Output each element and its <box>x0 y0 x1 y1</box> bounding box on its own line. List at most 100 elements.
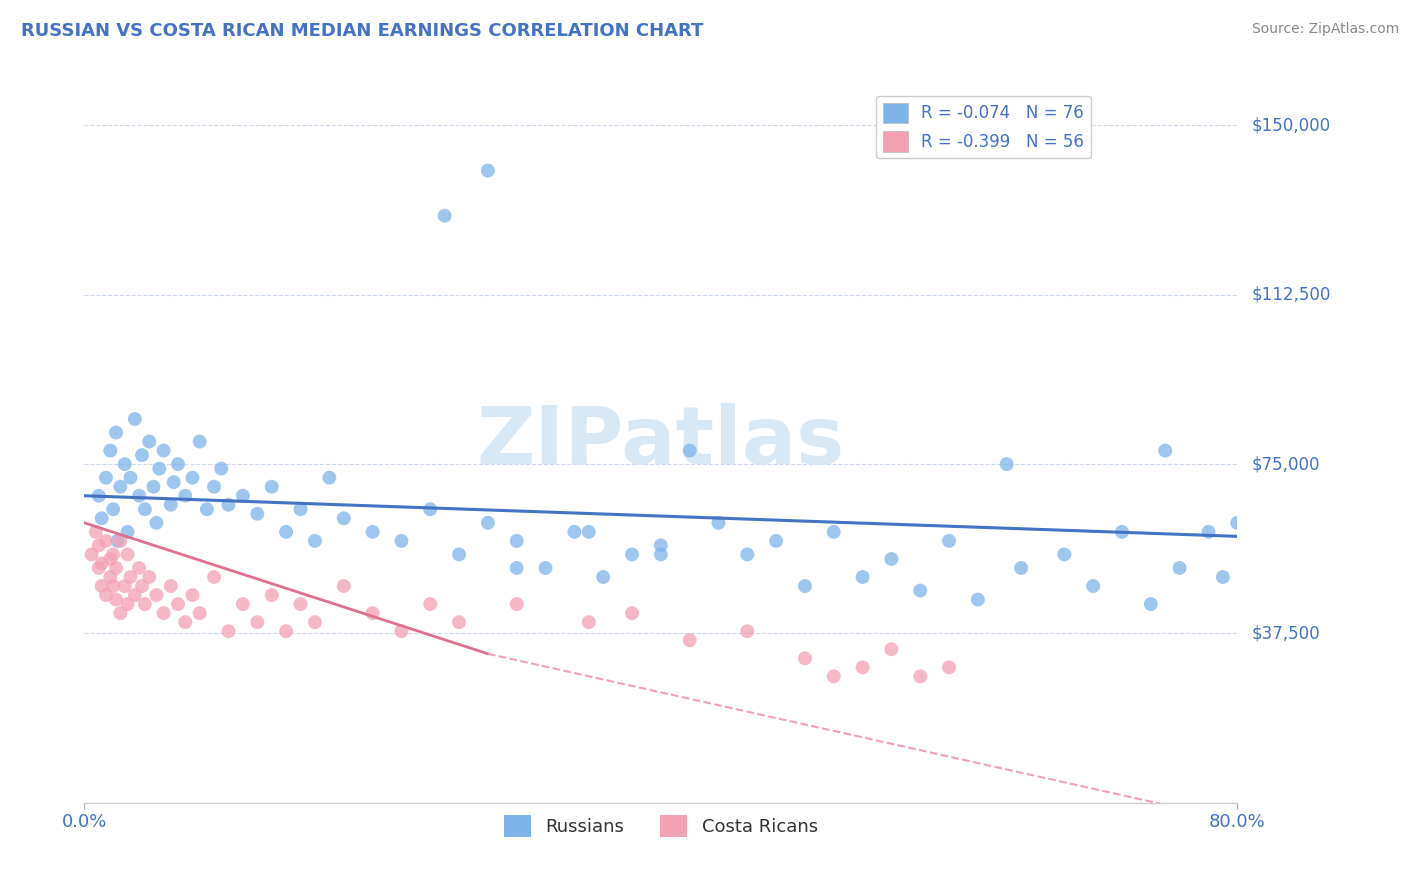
Point <box>534 561 557 575</box>
Point <box>938 533 960 548</box>
Point <box>188 606 211 620</box>
Point <box>506 597 529 611</box>
Point <box>105 592 128 607</box>
Point <box>120 470 142 484</box>
Point <box>260 588 283 602</box>
Point <box>910 583 932 598</box>
Point <box>90 579 112 593</box>
Point <box>94 533 117 548</box>
Point <box>246 507 269 521</box>
Text: Source: ZipAtlas.com: Source: ZipAtlas.com <box>1251 22 1399 37</box>
Point <box>852 570 875 584</box>
Point <box>880 552 903 566</box>
Point <box>333 579 356 593</box>
Point <box>145 516 167 530</box>
Point <box>910 669 932 683</box>
Point <box>304 533 326 548</box>
Point <box>128 489 150 503</box>
Text: RUSSIAN VS COSTA RICAN MEDIAN EARNINGS CORRELATION CHART: RUSSIAN VS COSTA RICAN MEDIAN EARNINGS C… <box>21 22 703 40</box>
Point <box>737 624 759 639</box>
Point <box>174 489 197 503</box>
Point <box>1010 561 1032 575</box>
Point <box>138 570 160 584</box>
Point <box>117 524 139 539</box>
Point <box>103 579 124 593</box>
Point <box>679 633 702 648</box>
Point <box>138 434 160 449</box>
Point <box>152 443 174 458</box>
Point <box>152 606 174 620</box>
Point <box>134 502 156 516</box>
Point <box>202 480 225 494</box>
Point <box>117 548 139 562</box>
Point <box>110 480 132 494</box>
Point <box>391 624 413 639</box>
Point <box>163 475 186 490</box>
Point <box>852 660 875 674</box>
Point <box>1154 443 1177 458</box>
Point <box>90 511 112 525</box>
Point <box>794 579 817 593</box>
Point <box>98 443 121 458</box>
Point <box>1140 597 1163 611</box>
Point <box>621 548 644 562</box>
Point <box>1212 570 1234 584</box>
Point <box>84 524 107 539</box>
Point <box>737 548 759 562</box>
Point <box>449 548 471 562</box>
Point <box>290 597 312 611</box>
Point <box>419 597 441 611</box>
Point <box>142 480 165 494</box>
Point <box>202 570 225 584</box>
Point <box>87 561 110 575</box>
Point <box>794 651 817 665</box>
Point <box>103 502 124 516</box>
Point <box>1198 524 1220 539</box>
Point <box>167 457 190 471</box>
Point <box>506 561 529 575</box>
Point <box>103 548 124 562</box>
Point <box>110 606 132 620</box>
Point <box>1226 516 1249 530</box>
Point <box>117 597 139 611</box>
Point <box>995 457 1018 471</box>
Point <box>105 561 128 575</box>
Point <box>87 538 110 552</box>
Point <box>477 516 499 530</box>
Point <box>232 489 254 503</box>
Point <box>1111 524 1133 539</box>
Point <box>361 524 384 539</box>
Point <box>134 597 156 611</box>
Point <box>94 588 117 602</box>
Point <box>578 524 600 539</box>
Point <box>477 163 499 178</box>
Point <box>90 557 112 571</box>
Point <box>260 480 283 494</box>
Point <box>967 592 990 607</box>
Point <box>823 524 845 539</box>
Point <box>128 561 150 575</box>
Point <box>880 642 903 657</box>
Point <box>218 498 240 512</box>
Point <box>181 470 204 484</box>
Point <box>1168 561 1191 575</box>
Point <box>148 461 170 475</box>
Point <box>167 597 190 611</box>
Point <box>592 570 614 584</box>
Point <box>765 533 787 548</box>
Point <box>318 470 340 484</box>
Point <box>276 524 298 539</box>
Point <box>160 579 183 593</box>
Point <box>333 511 356 525</box>
Text: $150,000: $150,000 <box>1251 117 1330 135</box>
Point <box>124 412 146 426</box>
Point <box>195 502 218 516</box>
Point <box>304 615 326 630</box>
Point <box>160 498 183 512</box>
Point <box>107 533 129 548</box>
Point <box>290 502 312 516</box>
Point <box>131 579 153 593</box>
Point <box>209 461 232 475</box>
Point <box>124 588 146 602</box>
Point <box>419 502 441 516</box>
